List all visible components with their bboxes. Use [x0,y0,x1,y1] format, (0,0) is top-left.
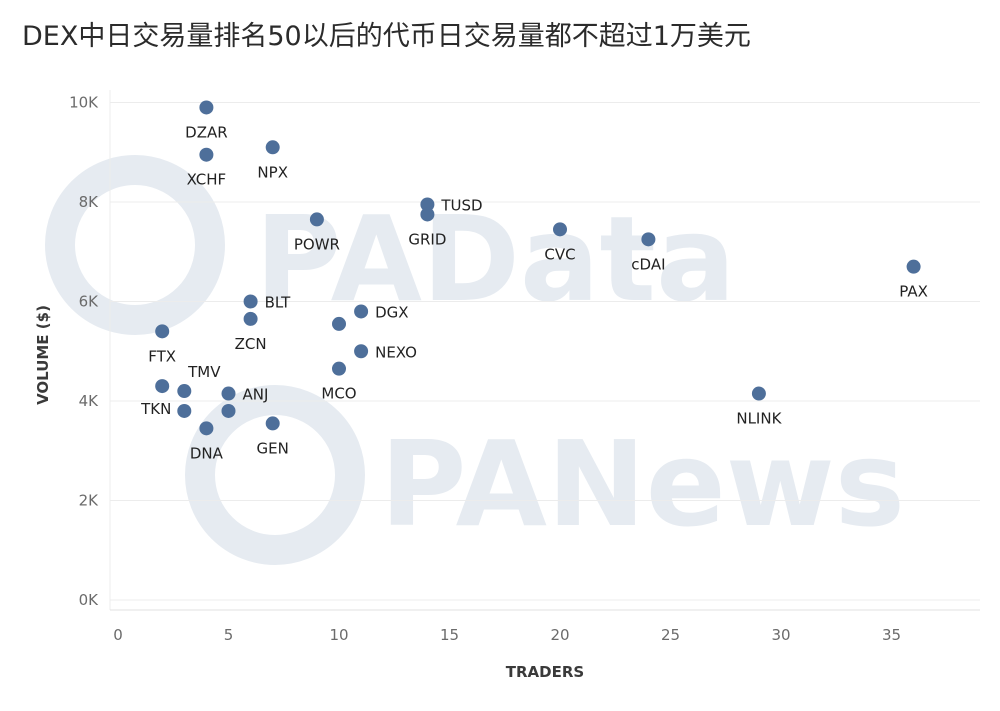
x-tick-layer: 0 5 10 15 20 25 30 35 [113,626,901,644]
point-zcn [243,311,258,326]
points-layer: DZAR XCHF NPX TUSD GRID POWR CVC cDAI PAX BLT ZCN F… [140,100,928,462]
watermark-padata: PAData [255,190,736,328]
watermark-logo-2 [185,385,365,565]
point-label-gen: GEN [257,439,289,457]
point-xchf [199,147,214,162]
x-tick-label: 5 [224,626,234,644]
point-powr [309,212,324,227]
point-anj [221,386,236,401]
x-tick-label: 15 [440,626,459,644]
point-label-tkn: TKN [140,400,171,418]
y-tick-label: 2K [79,492,100,510]
point-dna [199,421,214,436]
point-nlink [751,386,766,401]
point-grid [420,207,435,222]
point-mco-hidden [332,316,346,331]
point-label-cvc: CVC [544,245,575,263]
point-gen [265,416,280,431]
point-label-powr: POWR [294,235,340,253]
y-tick-label: 8K [79,193,100,211]
point-label-zcn: ZCN [235,335,267,353]
y-axis-title: VOLUME ($) [34,305,52,405]
point-label-blt: BLT [265,294,292,312]
x-tick-label: 0 [113,626,123,644]
watermark-panews: PANews [380,415,905,553]
x-tick-label: 35 [882,626,901,644]
point-label-grid: GRID [408,230,446,248]
point-cdai [641,232,656,247]
point-label-anj: ANJ [243,386,269,404]
point-label-xchf: XCHF [187,171,227,189]
point-ftx [155,324,170,339]
point-label-tusd: TUSD [440,196,482,214]
point-label-mco: MCO [321,385,356,403]
point-label-cdai: cDAI [631,255,665,273]
point-pax [906,259,921,274]
point-label-dgx: DGX [375,303,408,321]
point-mco [332,361,346,376]
point-blt [243,294,258,309]
point-label-dzar: DZAR [185,123,228,141]
point-tkn-hidden [177,403,192,418]
point-npx [265,140,280,155]
watermark-layer: PAData PANews [45,155,905,565]
chart-title: DEX中日交易量排名50以后的代币日交易量都不超过1万美元 [22,21,751,52]
point-label-npx: NPX [257,163,288,181]
y-tick-label: 10K [69,94,99,112]
point-dgx [354,304,369,319]
x-axis-title: TRADERS [506,663,584,681]
point-label-nexo: NEXO [375,343,417,361]
x-tick-label: 25 [661,626,680,644]
x-tick-label: 10 [329,626,348,644]
point-label-ftx: FTX [148,347,176,365]
point-cvc [553,222,567,237]
point-tmv [177,384,192,399]
point-label-nlink: NLINK [736,410,782,428]
y-tick-label: 4K [79,392,100,410]
x-tick-label: 30 [771,626,790,644]
point-anj-hidden [221,403,236,418]
watermark-logo-1 [45,155,225,335]
point-dzar [199,100,214,115]
grid-layer [109,90,980,611]
point-label-tmv: TMV [187,363,221,381]
point-tkn [155,379,170,394]
point-label-pax: PAX [899,283,928,301]
point-nexo [354,344,369,359]
y-tick-layer: 0K 2K 4K 6K 8K 10K [69,94,99,610]
point-tusd [420,197,435,212]
y-tick-label: 0K [79,591,100,609]
point-label-dna: DNA [190,444,224,462]
y-tick-label: 6K [79,293,100,311]
x-tick-label: 20 [550,626,569,644]
